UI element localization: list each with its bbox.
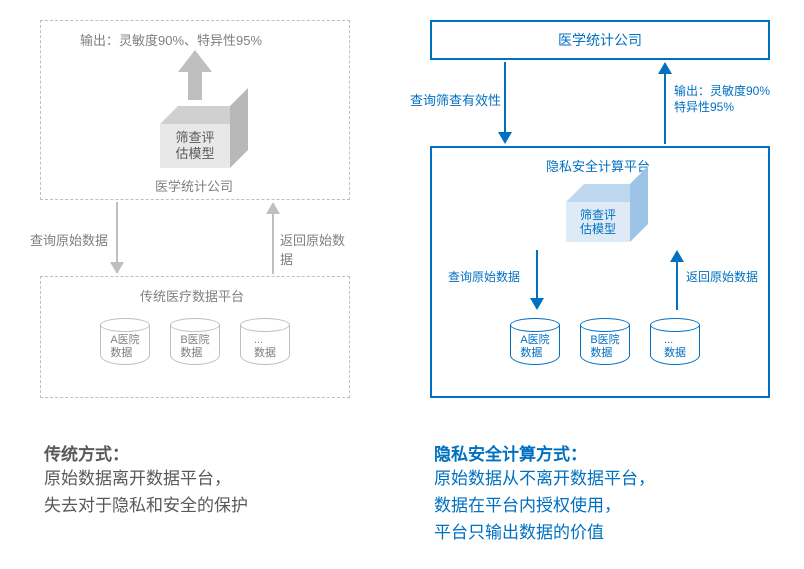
left-return-label: 返回原始数据: [280, 230, 350, 268]
right-return-arrow-icon: [670, 250, 684, 310]
right-query-label: 查询原始数据: [448, 268, 520, 285]
left-diagram: 输出：灵敏度90%、特异性95% 筛查评 估模型 医学统计公司 查询原始数据 返…: [40, 20, 350, 420]
left-cyl-a: A医院 数据: [100, 318, 150, 365]
left-platform-label: 传统医疗数据平台: [140, 286, 244, 305]
right-output-label2: 特异性95%: [674, 98, 734, 115]
right-company-box: 医学统计公司: [430, 20, 770, 60]
left-return-arrow-icon: [266, 202, 280, 274]
right-cyl-b: B医院 数据: [580, 318, 630, 365]
left-caption-line1: 原始数据离开数据平台，: [44, 465, 364, 492]
right-caption-line3: 平台只输出数据的价值: [434, 519, 784, 546]
left-caption: 传统方式： 原始数据离开数据平台， 失去对于隐私和安全的保护: [44, 440, 364, 519]
left-query-arrow-icon: [110, 202, 124, 274]
right-cyl-c: ... 数据: [650, 318, 700, 365]
left-model-cube: 筛查评 估模型: [160, 106, 230, 168]
left-output-arrow-icon: [178, 50, 212, 100]
left-caption-line2: 失去对于隐私和安全的保护: [44, 492, 364, 519]
left-query-label: 查询原始数据: [30, 230, 108, 249]
right-caption: 隐私安全计算方式： 原始数据从不离开数据平台， 数据在平台内授权使用， 平台只输…: [434, 440, 784, 547]
right-queryeff-label: 查询筛查有效性: [410, 90, 501, 109]
right-caption-title: 隐私安全计算方式：: [434, 440, 784, 465]
left-caption-title: 传统方式：: [44, 440, 364, 465]
left-output-label: 输出：灵敏度90%、特异性95%: [80, 30, 262, 49]
right-return-label: 返回原始数据: [686, 268, 758, 285]
right-query-arrow-icon: [530, 250, 544, 310]
left-company-label: 医学统计公司: [155, 176, 233, 195]
left-cyl-c: ... 数据: [240, 318, 290, 365]
right-platform-label: 隐私安全计算平台: [546, 156, 650, 175]
right-caption-line2: 数据在平台内授权使用，: [434, 492, 784, 519]
right-cyl-a: A医院 数据: [510, 318, 560, 365]
right-model-cube: 筛查评 估模型: [566, 184, 630, 242]
right-caption-line1: 原始数据从不离开数据平台，: [434, 465, 784, 492]
right-output-label1: 输出：灵敏度90%: [674, 82, 770, 99]
right-company-label: 医学统计公司: [558, 30, 642, 50]
right-output-arrow-icon: [658, 62, 672, 144]
left-cyl-b: B医院 数据: [170, 318, 220, 365]
right-diagram: 医学统计公司 查询筛查有效性 输出：灵敏度90% 特异性95% 隐私安全计算平台…: [430, 20, 770, 420]
